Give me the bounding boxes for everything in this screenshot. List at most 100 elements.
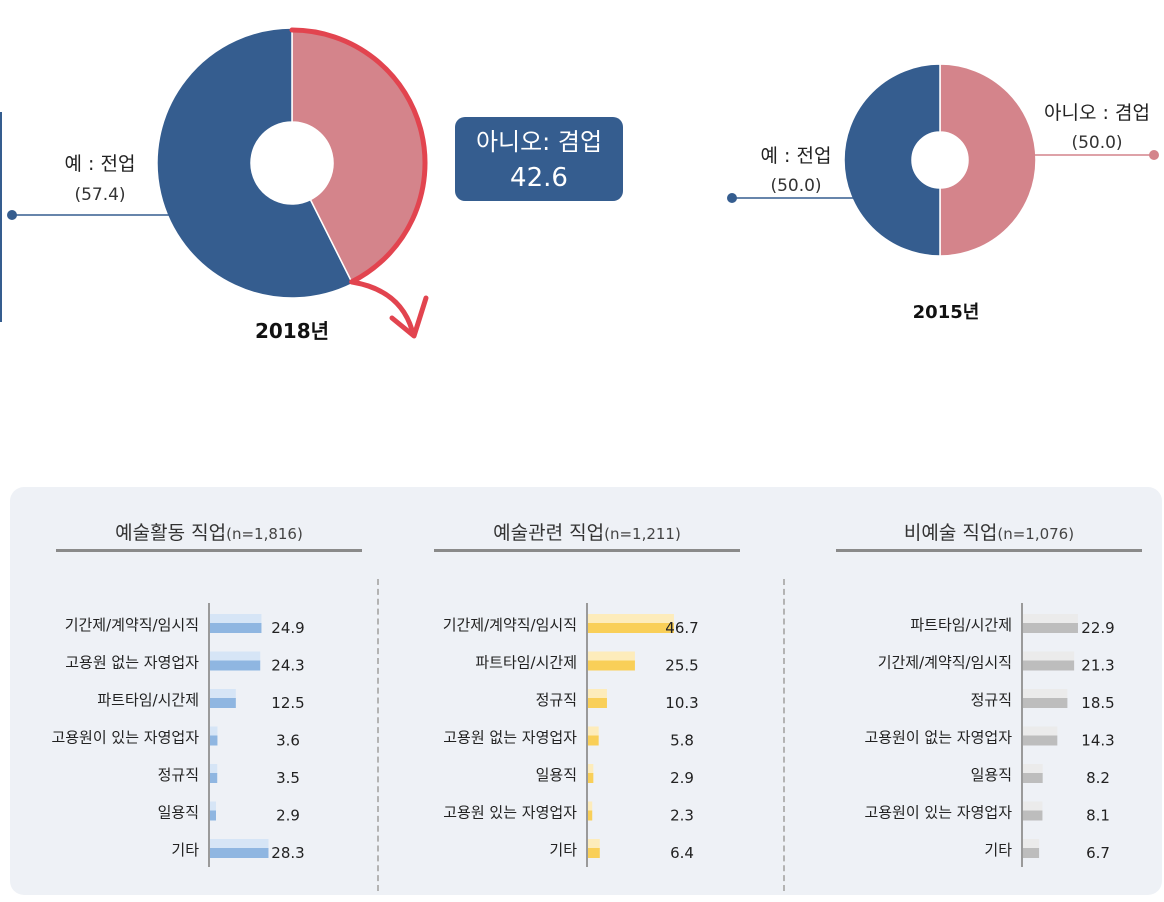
panel-title-non-arts: 비예술 직업(n=1,076) bbox=[836, 521, 1142, 552]
bar-bg-related bbox=[588, 651, 635, 662]
leader-dot-2015-yes bbox=[727, 193, 737, 203]
bar-charts: 기간제/계약직/임시직 24.9 고용원 없는 자영업자 24.3 파트타임/시간제 12… bbox=[51, 603, 1115, 867]
bar-label-non-arts: 기간제/계약직/임시직 bbox=[878, 654, 1012, 672]
bar-label-non-arts: 고용원이 없는 자영업자 bbox=[864, 729, 1012, 747]
bar-value-related: 6.4 bbox=[670, 844, 694, 862]
bar-value-related: 25.5 bbox=[665, 657, 698, 675]
bar-value-arts: 3.6 bbox=[276, 732, 300, 750]
panel-title-related-n: (n=1,211) bbox=[604, 525, 681, 543]
bar-non-arts bbox=[1023, 735, 1058, 746]
bar-label-arts: 일용직 bbox=[158, 804, 199, 822]
panel-title-non-arts-n: (n=1,076) bbox=[997, 525, 1075, 543]
employment-type-panel: 예술활동 직업(n=1,816) 예술관련 직업(n=1,211) 비예술 직업… bbox=[10, 487, 1162, 895]
bar-related bbox=[588, 773, 594, 783]
bar-value-related: 10.3 bbox=[665, 694, 698, 712]
bar-label-non-arts: 일용직 bbox=[971, 766, 1012, 784]
bar-non-arts bbox=[1023, 848, 1040, 858]
bar-arts bbox=[210, 848, 269, 858]
callout-2018-no bbox=[455, 117, 623, 201]
label-2018-no: 아니오: 겸업 bbox=[476, 128, 602, 156]
bar-related bbox=[588, 660, 635, 671]
bar-bg-arts bbox=[210, 764, 218, 774]
bar-bg-non-arts bbox=[1023, 839, 1040, 849]
label-2015-no: 아니오 : 겸업 bbox=[1044, 102, 1150, 124]
bar-label-non-arts: 파트타임/시간제 bbox=[910, 616, 1012, 634]
bar-value-related: 2.9 bbox=[670, 769, 694, 787]
bar-arts bbox=[210, 735, 218, 746]
slice-2018-yes bbox=[156, 27, 354, 299]
divider-2 bbox=[783, 579, 785, 891]
label-2018-yes: 예 : 전업 bbox=[65, 153, 136, 175]
bar-bg-arts bbox=[210, 726, 218, 737]
donut-2018 bbox=[156, 27, 428, 299]
highlight-arrow bbox=[349, 279, 415, 333]
bar-bg-arts bbox=[210, 689, 236, 699]
bar-bg-related bbox=[588, 801, 593, 812]
bar-bg-related bbox=[588, 764, 594, 774]
panel-title-arts: 예술활동 직업(n=1,816) bbox=[56, 521, 362, 552]
bar-bg-non-arts bbox=[1023, 689, 1068, 699]
slice-2015-yes bbox=[843, 63, 941, 257]
bar-non-arts bbox=[1023, 623, 1078, 633]
bar-label-arts: 기타 bbox=[171, 841, 199, 859]
bar-value-arts: 3.5 bbox=[276, 769, 300, 787]
bar-arts bbox=[210, 810, 216, 821]
bar-bg-arts bbox=[210, 839, 269, 849]
bar-arts bbox=[210, 698, 236, 708]
donut-2015 bbox=[843, 63, 1037, 257]
bar-value-arts: 28.3 bbox=[271, 844, 304, 862]
panel-title-related: 예술관련 직업(n=1,211) bbox=[434, 521, 740, 552]
bar-value-non-arts: 6.7 bbox=[1086, 844, 1110, 862]
bar-label-related: 일용직 bbox=[536, 766, 577, 784]
bar-value-related: 2.3 bbox=[670, 807, 694, 825]
bar-bg-arts bbox=[210, 651, 261, 662]
bar-related bbox=[588, 848, 600, 858]
bar-value-arts: 24.9 bbox=[271, 619, 304, 637]
panel-title-related-text: 예술관련 직업 bbox=[493, 522, 605, 544]
arrow-head-icon bbox=[389, 295, 429, 339]
bar-bg-non-arts bbox=[1023, 764, 1043, 774]
bar-value-related: 5.8 bbox=[670, 732, 694, 750]
year-2015: 2015년 bbox=[913, 302, 980, 323]
slice-2015-no bbox=[939, 63, 1037, 257]
value-2015-yes: (50.0) bbox=[770, 176, 821, 196]
year-2018: 2018년 bbox=[255, 319, 329, 343]
bar-label-related: 파트타임/시간제 bbox=[475, 654, 577, 672]
bar-label-arts: 고용원 없는 자영업자 bbox=[65, 654, 199, 672]
bar-value-arts: 2.9 bbox=[276, 807, 300, 825]
bar-bg-related bbox=[588, 839, 600, 849]
bar-non-arts bbox=[1023, 660, 1075, 671]
bar-value-non-arts: 21.3 bbox=[1081, 657, 1114, 675]
bar-bg-non-arts bbox=[1023, 801, 1043, 812]
bar-label-related: 기타 bbox=[549, 841, 577, 859]
bar-arts bbox=[210, 773, 218, 783]
bar-value-arts: 12.5 bbox=[271, 694, 304, 712]
bar-related bbox=[588, 623, 674, 633]
bar-arts bbox=[210, 660, 261, 671]
bar-bg-related bbox=[588, 689, 607, 699]
bar-related bbox=[588, 735, 599, 746]
leader-dot-2015-no bbox=[1149, 150, 1159, 160]
bar-value-arts: 24.3 bbox=[271, 657, 304, 675]
bar-label-non-arts: 기타 bbox=[984, 841, 1012, 859]
bar-value-non-arts: 22.9 bbox=[1081, 619, 1114, 637]
bar-non-arts bbox=[1023, 810, 1043, 821]
bar-bg-non-arts bbox=[1023, 651, 1075, 662]
bar-related bbox=[588, 810, 593, 821]
bar-label-related: 정규직 bbox=[536, 691, 577, 709]
bar-bg-related bbox=[588, 614, 674, 624]
label-2015-yes: 예 : 전업 bbox=[761, 145, 832, 167]
value-2018-yes: (57.4) bbox=[74, 185, 125, 205]
bar-bg-non-arts bbox=[1023, 726, 1058, 737]
bar-label-non-arts: 정규직 bbox=[971, 691, 1012, 709]
bar-label-related: 고용원 없는 자영업자 bbox=[443, 729, 577, 747]
value-2018-no: 42.6 bbox=[510, 163, 568, 193]
bar-label-arts: 고용원이 있는 자영업자 bbox=[51, 729, 199, 747]
bar-bg-related bbox=[588, 726, 599, 737]
bar-related bbox=[588, 698, 607, 708]
panel-title-non-arts-text: 비예술 직업 bbox=[903, 522, 998, 544]
value-2015-no: (50.0) bbox=[1071, 133, 1122, 153]
bar-bg-arts bbox=[210, 801, 216, 812]
bar-label-arts: 정규직 bbox=[158, 766, 199, 784]
bar-label-non-arts: 고용원이 있는 자영업자 bbox=[864, 804, 1012, 822]
